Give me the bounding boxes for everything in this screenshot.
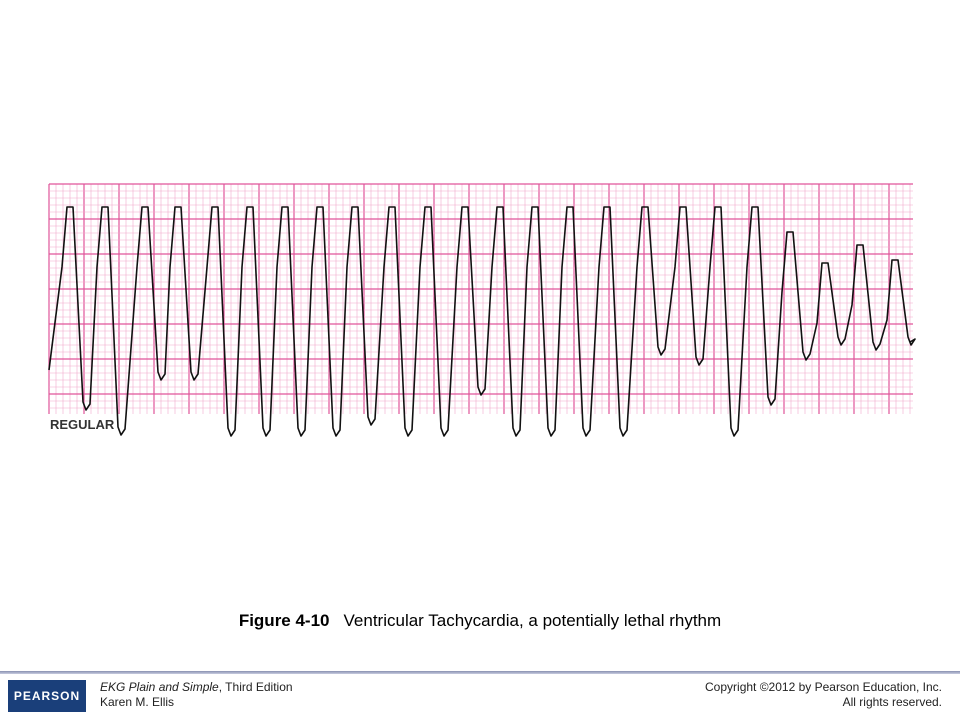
book-title: EKG Plain and Simple — [100, 680, 219, 694]
figure-number: Figure 4-10 — [238, 611, 330, 630]
book-line: EKG Plain and Simple, Third Edition — [100, 680, 293, 695]
author: Karen M. Ellis — [100, 695, 175, 709]
caption-text: Ventricular Tachycardia, a potentially l… — [343, 611, 722, 630]
rights: All rights reserved. — [842, 695, 942, 709]
footer-right: Copyright ©2012 by Pearson Education, In… — [705, 680, 942, 710]
edition: , Third Edition — [218, 680, 293, 694]
ekg-strip: REGULAR — [48, 183, 916, 437]
footer-rule — [0, 671, 960, 674]
ekg-grid — [48, 183, 913, 414]
figure-caption: Figure 4-10 Ventricular Tachycardia, a po… — [0, 611, 960, 631]
footer-left: EKG Plain and Simple, Third Edition Kare… — [100, 680, 293, 710]
strip-label: REGULAR — [50, 417, 115, 432]
copyright: Copyright ©2012 by Pearson Education, In… — [705, 680, 942, 694]
ekg-waveform — [48, 206, 916, 437]
publisher-logo: PEARSON — [8, 680, 86, 712]
